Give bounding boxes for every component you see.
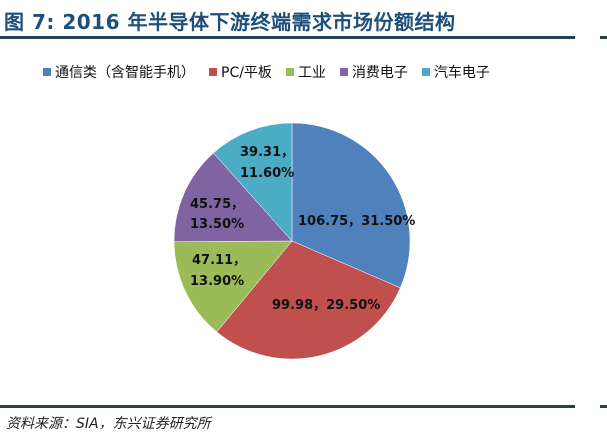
header-divider-tail xyxy=(600,36,607,39)
pie-slice-communications xyxy=(291,122,411,289)
pie-slices xyxy=(173,122,411,360)
legend-swatch-icon xyxy=(285,68,294,76)
legend-label: 汽车电子 xyxy=(433,65,490,81)
data-label-consumer-value: 45.75， xyxy=(190,197,244,212)
legend-swatch-icon xyxy=(43,68,51,76)
legend-label: 工业 xyxy=(297,65,326,81)
pie-slice-consumer-electronics xyxy=(173,152,293,242)
legend-item-communications: 通信类（含智能手机） xyxy=(43,62,195,82)
legend-swatch-icon xyxy=(339,68,348,76)
legend-label: 消费电子 xyxy=(351,65,408,81)
chart-title: 图 7: 2016 年半导体下游终端需求市场份额结构 xyxy=(4,10,456,34)
data-label-automotive-value: 39.31， xyxy=(240,145,294,160)
pie-slice-industrial xyxy=(173,240,293,333)
legend-label: PC/平板 xyxy=(221,65,272,81)
data-label-pc-tablet: 99.98，29.50% xyxy=(272,298,380,313)
legend-item-industrial: 工业 xyxy=(285,62,326,82)
legend-swatch-icon xyxy=(421,68,430,76)
footer-divider xyxy=(0,405,575,408)
data-label-industrial-value: 47.11， xyxy=(192,253,246,268)
pie-slice-pc-tablet xyxy=(216,240,401,360)
data-label-communications: 106.75，31.50% xyxy=(298,214,415,229)
data-label-consumer-pct: 13.50% xyxy=(190,217,244,232)
source-note: 资料来源：SIA，东兴证券研究所 xyxy=(6,416,211,432)
data-label-industrial-pct: 13.90% xyxy=(190,274,244,289)
pie-slice-automotive xyxy=(213,122,293,242)
data-label-automotive-pct: 11.60% xyxy=(240,166,294,181)
legend-item-consumer-electronics: 消费电子 xyxy=(339,62,408,82)
legend-item-automotive: 汽车电子 xyxy=(421,62,490,82)
legend: 通信类（含智能手机） PC/平板 工业 消费电子 汽车电子 xyxy=(43,62,504,82)
legend-item-pc-tablet: PC/平板 xyxy=(209,62,272,82)
header-divider xyxy=(0,36,575,39)
legend-label: 通信类（含智能手机） xyxy=(55,65,195,81)
footer-divider-tail xyxy=(600,405,607,408)
legend-swatch-icon xyxy=(209,68,217,76)
